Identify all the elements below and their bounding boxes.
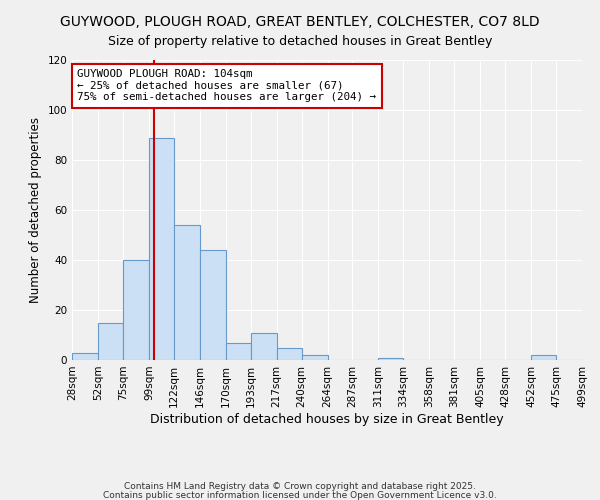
Bar [531,355,556,360]
Bar [72,352,98,360]
Text: Size of property relative to detached houses in Great Bentley: Size of property relative to detached ho… [108,35,492,48]
Bar [277,348,302,360]
Bar [149,138,174,360]
Text: Contains public sector information licensed under the Open Government Licence v3: Contains public sector information licen… [103,490,497,500]
Text: GUYWOOD, PLOUGH ROAD, GREAT BENTLEY, COLCHESTER, CO7 8LD: GUYWOOD, PLOUGH ROAD, GREAT BENTLEY, COL… [60,15,540,29]
Y-axis label: Number of detached properties: Number of detached properties [29,117,42,303]
Bar [379,358,403,360]
Bar [200,250,226,360]
X-axis label: Distribution of detached houses by size in Great Bentley: Distribution of detached houses by size … [150,412,504,426]
Bar [98,322,123,360]
Text: GUYWOOD PLOUGH ROAD: 104sqm
← 25% of detached houses are smaller (67)
75% of sem: GUYWOOD PLOUGH ROAD: 104sqm ← 25% of det… [77,69,376,102]
Bar [251,332,277,360]
Bar [302,355,328,360]
Text: Contains HM Land Registry data © Crown copyright and database right 2025.: Contains HM Land Registry data © Crown c… [124,482,476,491]
Bar [174,225,200,360]
Bar [226,342,251,360]
Bar [123,260,149,360]
